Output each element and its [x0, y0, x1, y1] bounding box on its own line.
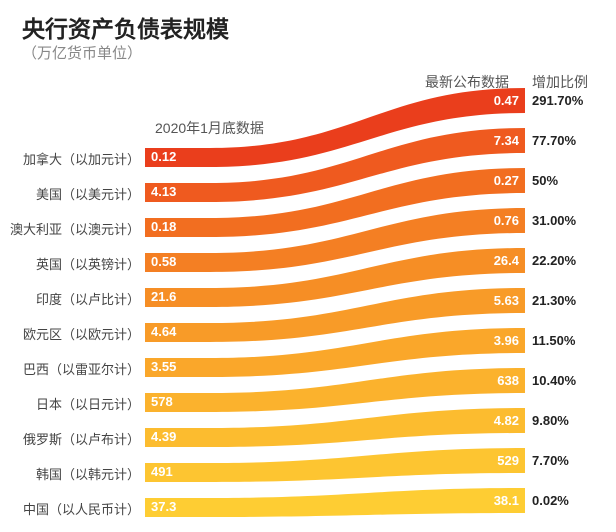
latest-value: 4.82 — [469, 413, 519, 428]
initial-value: 37.3 — [151, 499, 176, 514]
flow-band — [145, 448, 525, 482]
country-label: 中国（以人民币计） — [5, 499, 140, 518]
latest-value: 3.96 — [469, 333, 519, 348]
flow-band — [145, 488, 525, 517]
flow-band — [145, 408, 525, 447]
latest-value: 638 — [469, 373, 519, 388]
country-label: 加拿大（以加元计） — [5, 149, 140, 168]
country-label: 俄罗斯（以卢布计） — [5, 429, 140, 448]
growth-value: 11.50% — [532, 333, 602, 348]
growth-value: 77.70% — [532, 133, 602, 148]
growth-value: 0.02% — [532, 493, 602, 508]
growth-value: 21.30% — [532, 293, 602, 308]
growth-value: 10.40% — [532, 373, 602, 388]
growth-value: 31.00% — [532, 213, 602, 228]
initial-value: 491 — [151, 464, 173, 479]
country-label: 巴西（以雷亚尔计） — [5, 359, 140, 378]
initial-value: 3.55 — [151, 359, 176, 374]
initial-value: 0.18 — [151, 219, 176, 234]
latest-value: 7.34 — [469, 133, 519, 148]
growth-value: 291.70% — [532, 93, 602, 108]
latest-value: 0.47 — [469, 93, 519, 108]
country-label: 印度（以卢比计） — [5, 289, 140, 308]
initial-value: 578 — [151, 394, 173, 409]
country-label: 日本（以日元计） — [5, 394, 140, 413]
right-header-growth: 增加比例 — [532, 72, 588, 92]
right-header-latest: 最新公布数据 — [425, 72, 509, 92]
country-label: 美国（以美元计） — [5, 184, 140, 203]
latest-value: 0.27 — [469, 173, 519, 188]
growth-value: 22.20% — [532, 253, 602, 268]
country-label: 澳大利亚（以澳元计） — [5, 219, 140, 238]
growth-value: 7.70% — [532, 453, 602, 468]
latest-value: 529 — [469, 453, 519, 468]
initial-value: 21.6 — [151, 289, 176, 304]
country-label: 欧元区（以欧元计） — [5, 324, 140, 343]
latest-value: 26.4 — [469, 253, 519, 268]
latest-value: 5.63 — [469, 293, 519, 308]
initial-value: 4.64 — [151, 324, 176, 339]
country-label: 韩国（以韩元计） — [5, 464, 140, 483]
initial-value: 0.58 — [151, 254, 176, 269]
initial-value: 4.39 — [151, 429, 176, 444]
latest-value: 38.1 — [469, 493, 519, 508]
growth-value: 9.80% — [532, 413, 602, 428]
left-header: 2020年1月底数据 — [155, 118, 264, 138]
chart-title: 央行资产负债表规模 — [22, 10, 229, 44]
initial-value: 4.13 — [151, 184, 176, 199]
initial-value: 0.12 — [151, 149, 176, 164]
latest-value: 0.76 — [469, 213, 519, 228]
chart-subtitle: （万亿货币单位） — [22, 42, 142, 63]
country-label: 英国（以英镑计） — [5, 254, 140, 273]
growth-value: 50% — [532, 173, 602, 188]
